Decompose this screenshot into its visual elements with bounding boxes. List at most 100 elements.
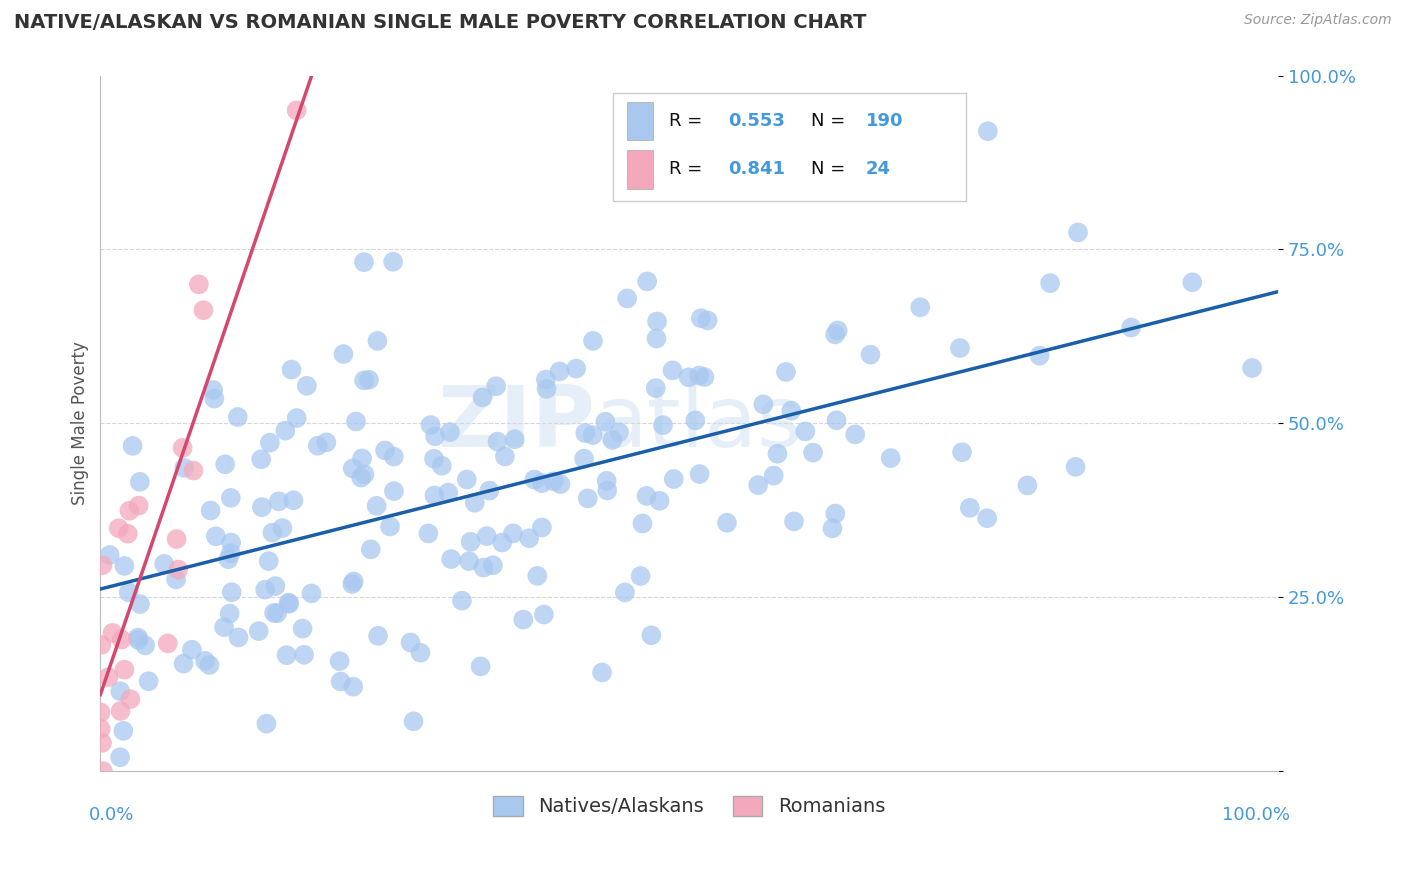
Point	[283, 493, 305, 508]
Point	[475, 529, 498, 543]
Point	[825, 413, 848, 427]
Point	[486, 434, 509, 449]
Point	[648, 493, 671, 508]
Point	[613, 585, 636, 599]
Point	[353, 467, 375, 482]
Point	[172, 441, 194, 455]
Point	[120, 692, 142, 706]
Point	[219, 546, 242, 560]
Point	[794, 425, 817, 439]
Point	[485, 379, 508, 393]
Point	[183, 463, 205, 477]
Point	[274, 424, 297, 438]
Point	[342, 461, 364, 475]
Point	[576, 491, 599, 506]
Point	[118, 585, 141, 599]
Point	[117, 526, 139, 541]
Point	[250, 500, 273, 515]
Point	[574, 426, 596, 441]
Text: 24: 24	[866, 161, 891, 178]
Point	[90, 706, 112, 720]
Point	[464, 496, 486, 510]
Point	[307, 439, 329, 453]
Point	[418, 526, 440, 541]
Point	[591, 665, 613, 680]
Text: ZIP: ZIP	[437, 382, 595, 465]
Point	[277, 596, 299, 610]
Point	[678, 370, 700, 384]
Point	[367, 629, 389, 643]
Point	[173, 461, 195, 475]
Point	[98, 548, 121, 562]
Point	[285, 411, 308, 425]
Point	[530, 476, 553, 491]
Point	[262, 525, 284, 540]
Point	[949, 341, 972, 355]
Point	[630, 569, 652, 583]
Point	[366, 499, 388, 513]
Text: 190: 190	[866, 112, 904, 129]
Point	[226, 410, 249, 425]
Point	[536, 382, 558, 396]
Point	[254, 582, 277, 597]
Point	[689, 467, 711, 481]
Point	[250, 452, 273, 467]
Point	[200, 503, 222, 517]
Point	[276, 648, 298, 662]
Point	[301, 586, 323, 600]
Point	[1064, 459, 1087, 474]
Point	[205, 529, 228, 543]
Point	[1017, 478, 1039, 492]
Point	[430, 458, 453, 473]
Point	[1181, 275, 1204, 289]
Point	[90, 638, 112, 652]
Point	[1241, 361, 1264, 376]
Point	[127, 631, 149, 645]
Point	[827, 323, 849, 337]
Bar	[627, 102, 652, 140]
Point	[458, 554, 481, 568]
Point	[607, 425, 630, 440]
Point	[693, 370, 716, 384]
Point	[280, 362, 302, 376]
Point	[353, 373, 375, 387]
Point	[460, 534, 482, 549]
Point	[187, 277, 209, 292]
Bar	[627, 150, 652, 188]
Point	[128, 499, 150, 513]
Point	[747, 478, 769, 492]
Point	[110, 704, 132, 718]
Point	[156, 636, 179, 650]
Point	[228, 631, 250, 645]
Point	[167, 563, 190, 577]
Point	[329, 674, 352, 689]
Text: Source: ZipAtlas.com: Source: ZipAtlas.com	[1244, 13, 1392, 28]
Point	[214, 457, 236, 471]
FancyBboxPatch shape	[613, 93, 966, 201]
Point	[218, 607, 240, 621]
Point	[645, 331, 668, 345]
Point	[118, 504, 141, 518]
Point	[111, 632, 134, 647]
Point	[472, 560, 495, 574]
Point	[456, 473, 478, 487]
Point	[342, 577, 364, 591]
Text: N =: N =	[810, 112, 851, 129]
Point	[382, 254, 405, 268]
Point	[824, 507, 846, 521]
Point	[291, 622, 314, 636]
Point	[138, 674, 160, 689]
Point	[780, 403, 803, 417]
Point	[366, 334, 388, 348]
Point	[689, 311, 711, 326]
Point	[859, 348, 882, 362]
Point	[1028, 349, 1050, 363]
Point	[775, 365, 797, 379]
Point	[219, 491, 242, 505]
Point	[402, 714, 425, 729]
Point	[101, 626, 124, 640]
Point	[844, 427, 866, 442]
Point	[582, 334, 605, 348]
Text: 0.553: 0.553	[728, 112, 785, 129]
Point	[217, 552, 239, 566]
